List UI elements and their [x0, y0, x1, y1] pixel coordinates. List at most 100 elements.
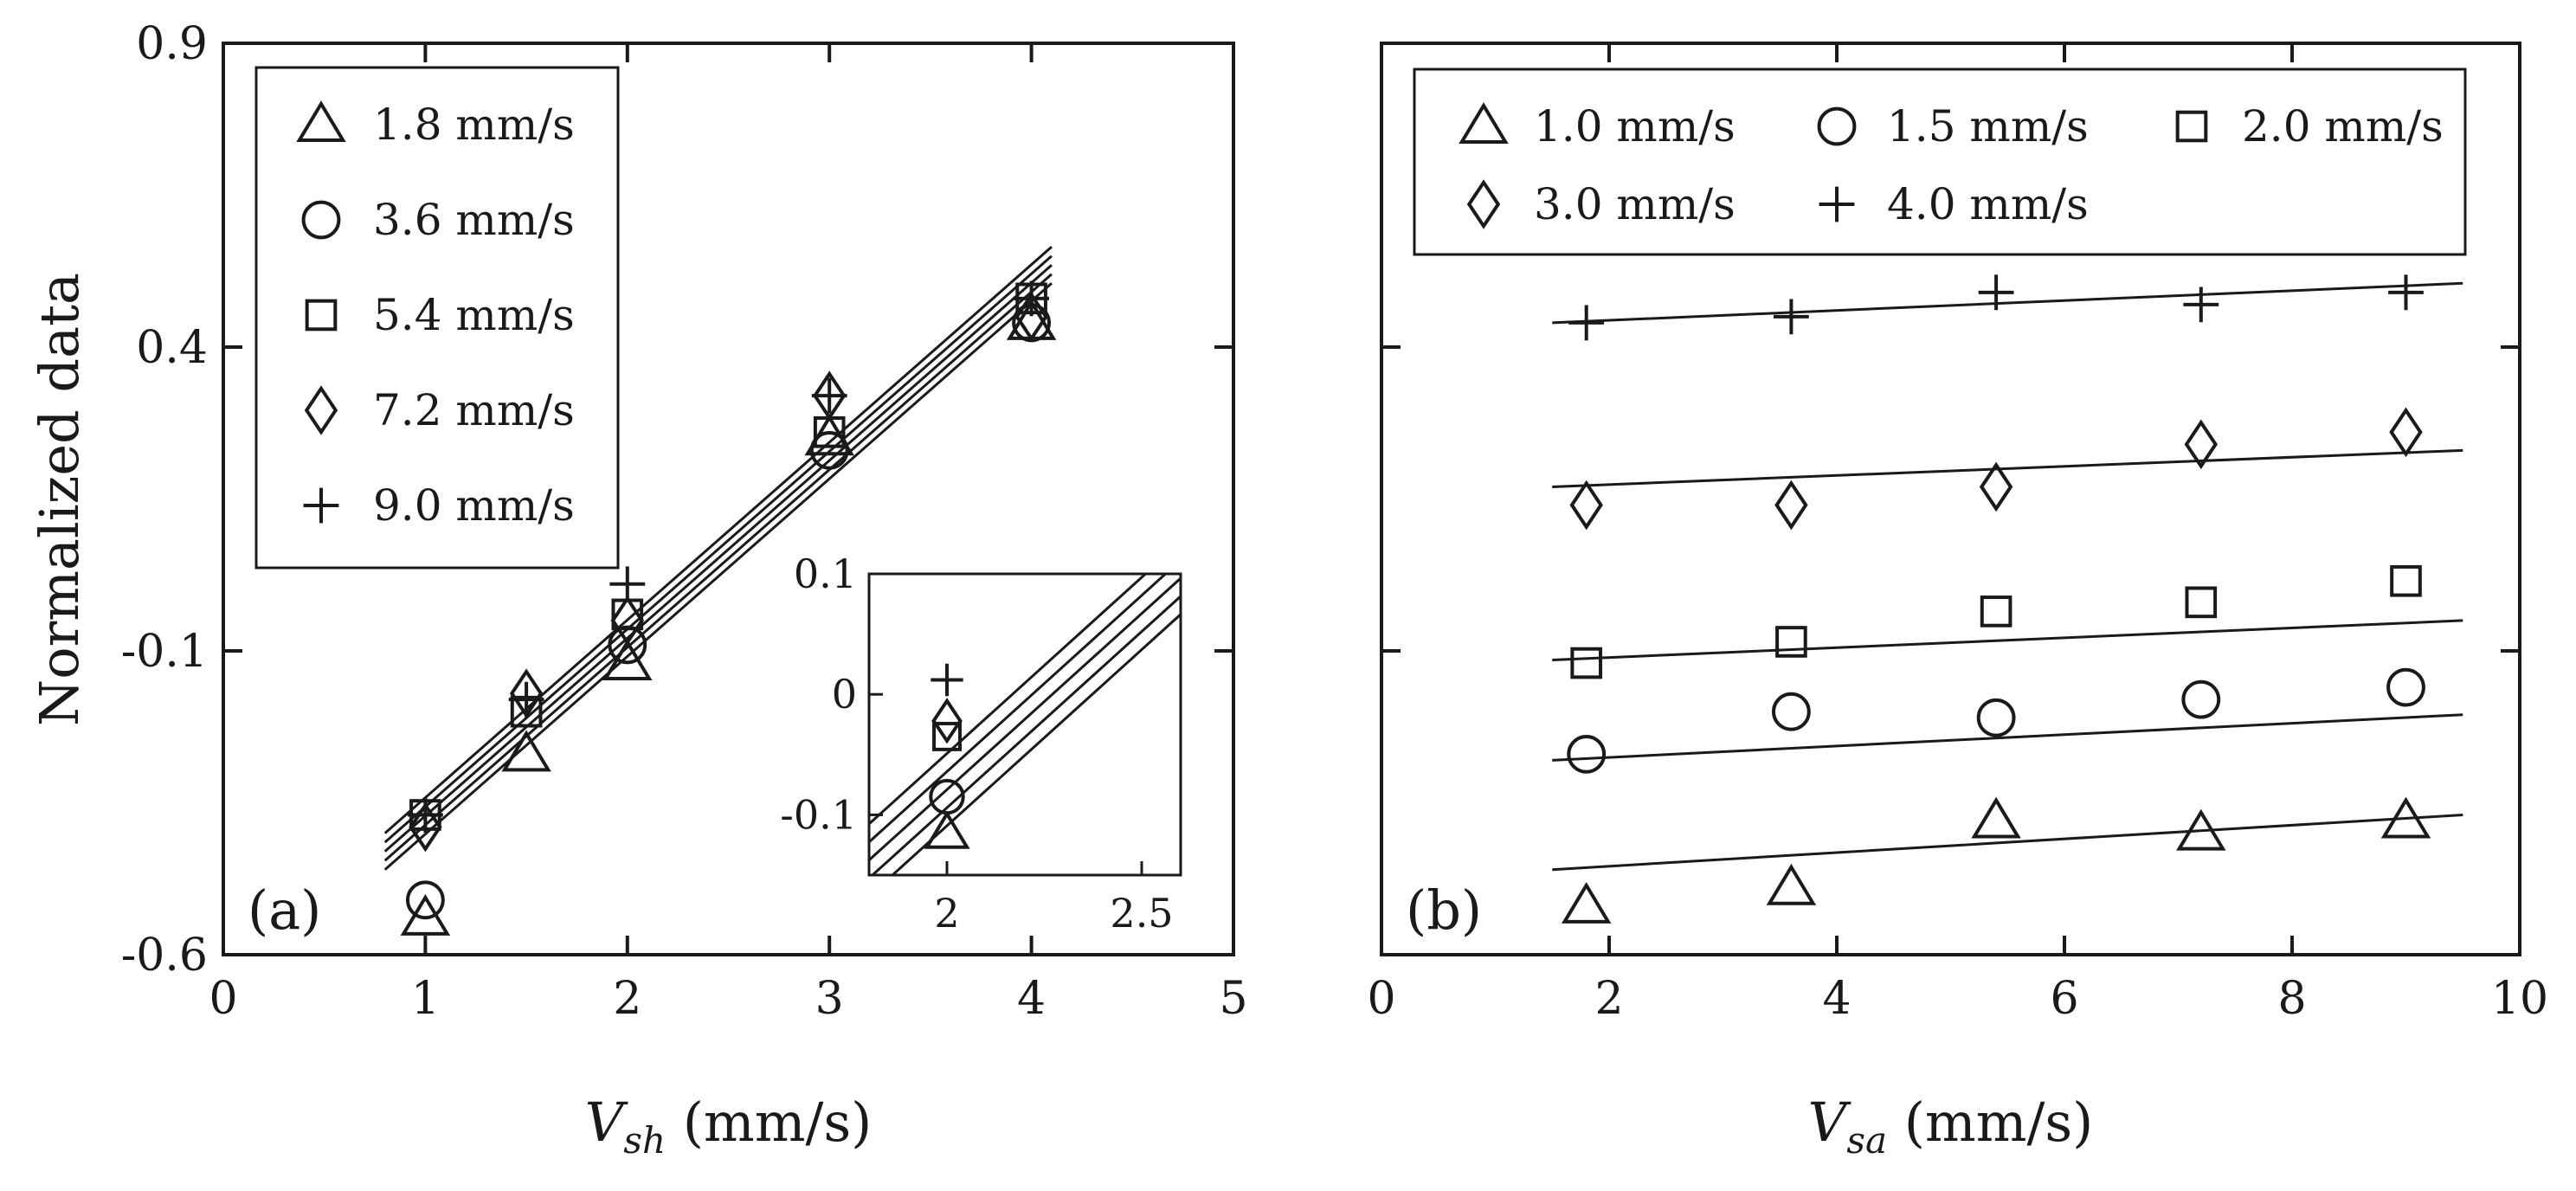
- legend-entry-label: 1.0 mm/s: [1534, 101, 1736, 151]
- x-tick-label: 0: [1367, 973, 1395, 1025]
- panel-a-x-axis-label-symbol: V: [585, 1091, 629, 1154]
- data-point-plus: [1978, 274, 2014, 311]
- inset-x-tick-label: 2: [934, 890, 959, 937]
- data-point-circle: [1772, 692, 1811, 731]
- legend-entry-label: 7.2 mm/s: [373, 385, 575, 435]
- panel-b-fit-lines: [1552, 281, 2463, 872]
- panel-a-label: (a): [248, 879, 321, 942]
- panel-a-legend-box: [254, 66, 620, 570]
- panel-b-x-axis-label-unit: (mm/s): [1887, 1091, 2093, 1154]
- panel-b-x-axis-label-subscript: sa: [1846, 1119, 1887, 1162]
- x-tick-label: 4: [1017, 973, 1046, 1025]
- legend-marker-triangle: [1459, 102, 1509, 144]
- data-point-plus: [2183, 286, 2219, 323]
- data-point-square: [1980, 596, 2012, 628]
- data-point-circle: [1976, 698, 2016, 737]
- x-tick-label: 10: [2491, 973, 2548, 1025]
- data-point-circle: [2386, 667, 2425, 707]
- inset-y-tick-label: 0.1: [794, 550, 857, 597]
- data-point-circle: [1567, 734, 1607, 774]
- inset-point-diamond: [931, 698, 963, 744]
- inset-point-circle: [929, 778, 965, 815]
- legend-entry-label: 3.0 mm/s: [1534, 179, 1736, 229]
- panel-a-axes-ticks: 0 1 2 3 4 5 -0.6 -0.1 0.4 0.9: [121, 18, 1248, 1025]
- legend-marker-triangle: [296, 100, 346, 142]
- legend-entry-label: 1.5 mm/s: [1887, 101, 2089, 151]
- inset-y-tick-label: -0.1: [780, 791, 857, 838]
- y-tick-label: 0.9: [136, 18, 208, 70]
- inset-fit-line: [870, 594, 1181, 875]
- fit-line: [1552, 814, 2463, 872]
- data-point-circle: [809, 430, 849, 470]
- inset-fit-line: [869, 574, 1148, 826]
- data-point-plus: [609, 566, 646, 602]
- data-point-triangle: [1561, 881, 1612, 924]
- legend-marker-circle: [301, 200, 341, 240]
- inset-fit-line: [890, 612, 1181, 875]
- fit-line: [1552, 281, 2463, 325]
- data-point-plus: [811, 377, 847, 414]
- panel-b-axes-ticks: 0 2 4 6 8 10: [1367, 43, 2548, 1025]
- data-point-triangle: [2176, 808, 2226, 851]
- fit-line: [383, 273, 1053, 862]
- data-point-square: [1775, 626, 1807, 658]
- data-point-diamond: [2184, 419, 2219, 470]
- x-tick-label: 6: [2050, 973, 2078, 1025]
- panel-a-plot-frame: [222, 42, 1235, 956]
- data-point-diamond: [1979, 461, 2013, 512]
- x-tick-label: 2: [1594, 973, 1623, 1025]
- fit-line: [1552, 448, 2463, 488]
- x-tick-label: 4: [1822, 973, 1851, 1025]
- inset-x-tick-label: 2.5: [1110, 890, 1173, 937]
- panel-b-legend-box: [1413, 68, 2467, 256]
- data-point-triangle: [1766, 863, 1817, 905]
- panel-b: 1.0 mm/s 1.5 mm/s 2.0 mm/s 3.0 mm/s 4.0 mm/s…: [1367, 42, 2548, 1162]
- data-point-triangle: [501, 730, 551, 772]
- data-point-triangle: [400, 893, 451, 936]
- panel-a-x-axis-label-subscript: sh: [623, 1119, 666, 1162]
- data-point-diamond: [812, 370, 847, 421]
- fit-line: [383, 254, 1053, 844]
- legend-marker-diamond: [304, 385, 338, 435]
- panel-b-label: (b): [1406, 879, 1482, 942]
- data-point-plus: [2388, 274, 2424, 311]
- fit-line: [1552, 619, 2463, 662]
- data-point-plus: [1014, 280, 1049, 317]
- panel-a-x-axis-label: Vsh (mm/s): [585, 1091, 873, 1162]
- data-point-plus: [1774, 299, 1809, 335]
- legend-marker-plus: [303, 487, 339, 524]
- panel-a-legend: 1.8 mm/s 3.6 mm/s 5.4 mm/s 7.2 mm/s 9.0 mm/s: [254, 66, 620, 570]
- x-tick-label: 1: [411, 973, 440, 1025]
- legend-entry-label: 1.8 mm/s: [373, 100, 575, 150]
- fit-line: [1552, 713, 2463, 762]
- panel-b-legend: 1.0 mm/s 1.5 mm/s 2.0 mm/s 3.0 mm/s 4.0 mm/s: [1413, 68, 2467, 256]
- x-tick-label: 0: [209, 973, 237, 1025]
- x-tick-label: 3: [815, 973, 844, 1025]
- data-point-diamond: [1774, 480, 1808, 531]
- inset-fit-line: [869, 576, 1181, 862]
- legend-marker-circle: [1817, 106, 1857, 146]
- data-point-plus: [508, 681, 544, 718]
- data-point-plus: [1568, 305, 1605, 341]
- panel-b-plot-frame: [1380, 42, 2521, 956]
- data-point-diamond: [1569, 480, 1603, 531]
- panel-b-x-axis-label-symbol: V: [1808, 1091, 1852, 1154]
- y-axis-label: Normalized data: [28, 273, 91, 726]
- panel-a-inset: 2 2.5 0.1 0 -0.1: [780, 550, 1182, 937]
- inset-y-tick-label: 0: [832, 671, 857, 718]
- legend-marker-diamond: [1466, 179, 1501, 229]
- inset-fit-lines: [869, 574, 1181, 875]
- panel-b-data-points: [1561, 274, 2431, 924]
- panel-a-x-axis-label-unit: (mm/s): [666, 1091, 872, 1154]
- panel-a-fit-lines: [383, 246, 1053, 871]
- legend-marker-square: [305, 299, 338, 332]
- legend-entry-label: 2.0 mm/s: [2242, 101, 2444, 151]
- panel-b-x-axis-label: Vsa (mm/s): [1808, 1091, 2094, 1162]
- legend-entry-label: 4.0 mm/s: [1887, 179, 2089, 229]
- legend-entry-label: 3.6 mm/s: [373, 195, 575, 245]
- data-point-diamond: [409, 802, 442, 853]
- inset-point-plus: [931, 663, 963, 697]
- data-point-triangle: [2380, 796, 2431, 839]
- panel-a: 1.8 mm/s 3.6 mm/s 5.4 mm/s 7.2 mm/s 9.0 mm/s…: [28, 18, 1248, 1162]
